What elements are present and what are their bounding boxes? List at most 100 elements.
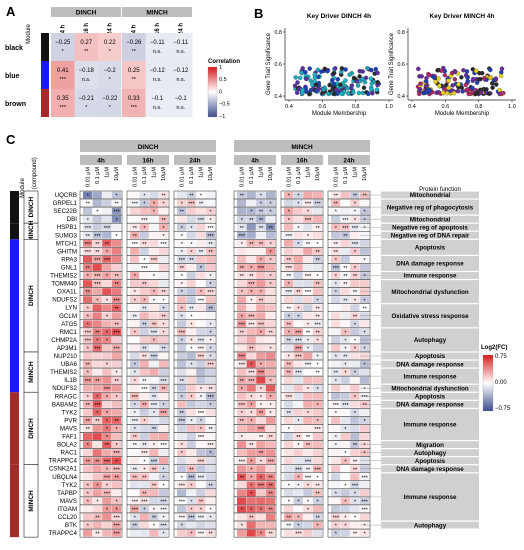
panel-c-cell-sig: *: [364, 258, 367, 264]
panel-c-cell: [331, 247, 341, 255]
panel-c-cell: [265, 256, 275, 263]
panel-c-cell: [350, 408, 360, 416]
panel-c-cell-sig: **: [180, 210, 185, 216]
panel-c-cell-sig: **: [161, 290, 166, 296]
panel-c-cell: [196, 207, 206, 215]
panel-c-cell-sig: *: [317, 419, 320, 425]
panel-c-cell: [186, 457, 196, 465]
panel-c-cell-sig: **: [142, 491, 147, 497]
panel-c-cell: [303, 288, 313, 296]
panel-c-cell: [158, 352, 168, 360]
panel-a-cell: [51, 89, 75, 117]
panel-c-cell-sig: *: [260, 387, 263, 393]
panel-c-cell: [293, 465, 303, 473]
panel-c-cell-sig: *: [87, 491, 90, 497]
panel-c-cell-sig: *: [335, 379, 338, 385]
panel-c-cell: [303, 304, 313, 312]
panel-c-cell: [102, 521, 112, 529]
panel-c-cell: [237, 247, 247, 255]
panel-c-cell: [293, 392, 303, 400]
panel-c-cell: [331, 465, 341, 473]
panel-c-cell: [83, 408, 93, 416]
panel-c-cell: [331, 352, 341, 360]
panel-c-cell: [158, 207, 168, 215]
panel-c-cell-sig: ***: [198, 411, 205, 417]
panel-c-concentration-label: 10µM: [315, 167, 321, 181]
panel-c-gene-label: NDUFS2: [52, 297, 77, 304]
panel-c-gene-label: HSPB1: [57, 224, 78, 231]
panel-c-cell: [83, 449, 93, 457]
panel-c-cell-sig: *: [317, 339, 320, 345]
panel-c-cell: [265, 304, 275, 312]
panel-c-cell-sig: **: [152, 387, 157, 393]
panel-c-cell-sig: ***: [113, 532, 120, 538]
panel-c-cell: [331, 207, 341, 215]
panel-c-function-label: Autophagy: [414, 450, 447, 457]
panel-c-cell: [102, 505, 112, 513]
panel-c-cell: [265, 288, 275, 296]
panel-c-cell: [205, 191, 215, 199]
panel-c-cell-sig: ***: [258, 322, 265, 328]
panel-b-x-tick-label: 1.0: [385, 104, 393, 110]
panel-c-cell: [139, 256, 149, 263]
panel-c-cell: [293, 368, 303, 376]
panel-c-cell: [246, 296, 256, 304]
panel-c-cell: [83, 521, 93, 529]
panel-c-cell: [111, 384, 121, 392]
panel-c-cell: [177, 272, 187, 279]
panel-c-time-label: 16h: [142, 158, 153, 165]
panel-c-cell: [237, 392, 247, 400]
panel-c-cell: [256, 449, 266, 457]
panel-c-cell: [350, 513, 360, 521]
panel-c-cell-sig: *: [270, 242, 273, 248]
panel-c-cell-sig: ***: [207, 443, 214, 449]
panel-c-cell-sig: ***: [258, 427, 265, 433]
panel-c-cell: [265, 264, 275, 271]
panel-c-cell: [149, 280, 159, 287]
panel-c-cell-sig: ***: [160, 242, 167, 248]
panel-c-cell: [237, 231, 247, 239]
panel-c-cell-sig: *: [87, 347, 90, 353]
panel-c-cell: [130, 505, 140, 513]
panel-b-y-tick-label: 0.6: [274, 62, 282, 68]
panel-b-point: [418, 81, 423, 86]
panel-c-cell-sig: *: [96, 483, 99, 489]
panel-c-cell: [158, 392, 168, 400]
panel-c-cell-sig: **: [353, 274, 358, 280]
panel-c-concentration-label: 1µM: [305, 167, 311, 178]
panel-c-cell-sig: ***: [239, 363, 246, 369]
panel-b-point: [424, 75, 429, 81]
panel-c-cell: [256, 433, 266, 440]
panel-c-function-label: Immune response: [404, 273, 458, 280]
panel-b-point: [459, 75, 464, 80]
panel-c-cell: [196, 256, 206, 263]
panel-c-cell: [92, 457, 102, 465]
panel-c-cell-sig: *: [335, 435, 338, 441]
panel-c-cell: [111, 449, 121, 457]
panel-c-cell: [139, 207, 149, 215]
panel-c-cell: [102, 256, 112, 263]
panel-c-cell: [139, 513, 149, 521]
panel-c-function-box: [381, 199, 479, 215]
panel-c-cell-sig: *: [288, 314, 291, 320]
panel-c-cell: [265, 465, 275, 473]
panel-a-cell-sig: *: [109, 105, 112, 111]
panel-c-cell-sig: **: [306, 443, 311, 449]
panel-c-cell: [130, 489, 140, 497]
panel-b-point: [374, 87, 380, 92]
panel-c-cell: [149, 408, 159, 416]
panel-c-cell: [246, 392, 256, 400]
panel-b-point: [431, 75, 437, 80]
panel-c-cell-sig: *: [190, 242, 193, 248]
panel-c-cell: [177, 360, 187, 368]
panel-c-cell: [158, 191, 168, 199]
panel-c-concentration-label: 1µM: [198, 167, 204, 178]
panel-c-cell-sig: **: [334, 250, 339, 256]
panel-c-cell-sig: *: [163, 475, 166, 481]
panel-c-cell: [92, 521, 102, 529]
panel-b-point: [473, 68, 479, 74]
panel-c-function-box: [381, 400, 479, 408]
panel-c-cell-sig: *: [163, 298, 166, 304]
panel-c-cell: [149, 505, 159, 513]
panel-c-cell-sig: **: [142, 282, 147, 288]
